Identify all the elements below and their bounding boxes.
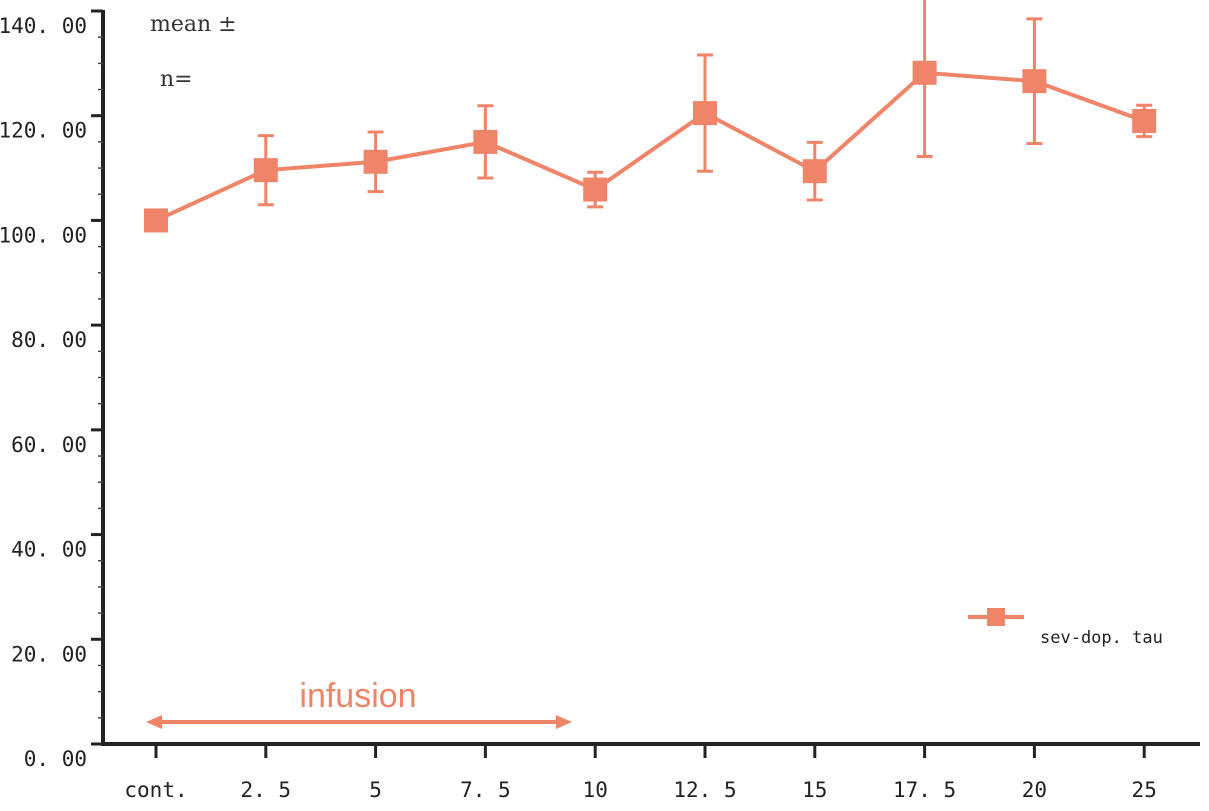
y-tick-label: 20. 00 (11, 642, 87, 666)
x-tick-label: cont. (124, 778, 187, 802)
x-tick-label: 10 (583, 778, 608, 802)
x-axis: cont. 2. 5 5 7. 5 10 12. 5 15 17. 5 20 25 (124, 744, 1157, 802)
infusion-arrow-head-left (146, 715, 162, 729)
y-tick-label: 40. 00 (11, 538, 87, 562)
note-mean: mean ± (150, 12, 237, 37)
x-tick-label: 7. 5 (460, 778, 511, 802)
data-point (253, 158, 278, 183)
y-tick-label: 100. 00 (0, 223, 87, 247)
data-point (912, 60, 937, 85)
y-tick-label: 60. 00 (11, 433, 87, 457)
note-n: n= (160, 67, 193, 92)
x-tick-label: 5 (369, 778, 382, 802)
infusion-arrow-head-right (556, 715, 572, 729)
data-point (1132, 108, 1157, 133)
series-line (155, 70, 1145, 223)
y-axis: 0. 00 20. 00 40. 00 60. 00 80. 00 100. 00 120.… (0, 9, 103, 771)
infusion-label: infusion (299, 677, 416, 715)
y-tick-label: 120. 00 (0, 119, 87, 143)
data-point (693, 101, 717, 126)
data-point (473, 129, 498, 154)
data-point (144, 208, 168, 233)
x-tick-label: 20 (1022, 778, 1047, 802)
x-tick-label: 25 (1132, 778, 1157, 802)
data-point (583, 177, 608, 202)
y-tick-label: 0. 00 (24, 747, 87, 771)
y-tick-label: 140. 00 (0, 14, 87, 38)
x-tick-label: 12. 5 (673, 778, 736, 802)
y-tick-label: 80. 00 (11, 328, 87, 352)
infusion-annotation: infusion (146, 677, 572, 729)
data-point (1022, 69, 1047, 94)
legend: sev-dop. tau (968, 608, 1163, 648)
data-point (802, 159, 827, 184)
x-tick-label: 15 (802, 778, 827, 802)
data-point (363, 149, 388, 174)
series-layer (144, 0, 1157, 233)
x-tick-label: 2. 5 (241, 778, 292, 802)
legend-marker (987, 608, 1005, 626)
x-tick-label: 17. 5 (893, 778, 956, 802)
legend-label: sev-dop. tau (1040, 628, 1163, 648)
